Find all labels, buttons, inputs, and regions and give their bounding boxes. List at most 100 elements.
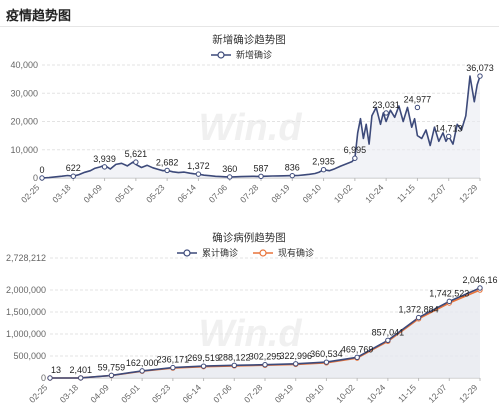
data-point-cumulative [354,354,360,361]
data-point [414,104,421,111]
series-area [42,76,480,178]
y-tick-label: 20,000 [10,117,38,127]
x-tick-label: 10-02 [334,382,357,405]
x-tick-label: 08-19 [269,182,292,205]
data-point-cumulative [231,362,237,369]
x-tick-label: 09-10 [301,182,324,205]
data-label: 469,769 [341,344,374,354]
data-point [320,167,327,173]
y-tick-label: 500,000 [13,351,46,361]
page-header: 疫情趋势图 [0,0,499,27]
data-label: 0 [39,165,44,175]
data-point-cumulative [262,362,268,368]
y-tick-label: 2,728,212 [6,253,46,263]
data-point-cumulative [446,298,452,305]
data-labels: 0 622 3,939 5,621 2,682 1,372 360 587 836 2,935 6,… [39,63,494,181]
legend-label: 现有确诊 [278,247,314,258]
x-tick-label: 12-07 [426,382,449,405]
new-cases-chart: 新增确诊趋势图 新增确诊 Win.d 0 10,000 20,000 30,000 40,00… [0,28,499,228]
x-tick-label: 02-25 [27,382,50,405]
data-point-cumulative [385,337,391,344]
legend-item: 现有确诊 [253,247,314,258]
data-point [352,155,358,161]
data-point [195,171,202,177]
x-tick-label: 05-23 [150,382,173,405]
chart-title: 确诊病例趋势图 [212,231,286,244]
y-tick-label: 10,000 [10,145,38,155]
y-tick-label: 40,000 [10,60,38,70]
new-cases-chart-svg: 新增确诊趋势图新增确诊Win.d010,00020,00030,00040,00… [10,33,494,205]
legend-label: 累计确诊 [202,247,238,258]
new-cases-y-ticks: 0 10,000 20,000 30,000 40,000 [10,60,38,183]
y-tick-label: 0 [41,373,46,383]
data-point [446,133,452,140]
data-label: 302,295 [249,352,282,362]
x-tick-label: 10-02 [332,182,355,205]
data-labels: 13 2,401 59,759 162,000236,171269,519288,12… [47,275,498,381]
y-tick-label: 1,500,000 [6,307,46,317]
x-tick-label: 03-18 [50,182,73,205]
data-label: 162,000 [126,358,159,368]
data-point [477,73,483,79]
data-label: 322,996 [279,351,312,361]
x-tick-label: 07-28 [238,182,261,205]
y-tick-label: 1,000,000 [6,329,46,339]
x-tick-label: 06-14 [181,382,204,405]
data-label: 587 [253,163,268,173]
legend-marker [217,51,225,59]
x-tick-label: 08-19 [273,382,296,405]
x-tick-label: 10-24 [365,382,388,405]
data-point [258,173,264,180]
y-tick-label: 2,000,000 [6,285,46,295]
data-point-cumulative [293,361,299,367]
x-tick-label: 10-24 [363,182,386,205]
data-label: 2,935 [312,157,335,167]
data-label: 360,534 [310,349,343,359]
data-point-cumulative [200,363,207,369]
confirmed-cases-chart: 确诊病例趋势图 累计确诊 现有确诊 Win.d 0 500,000 1,000,000 1,5… [0,228,499,409]
x-tick-label: 12-07 [426,182,449,205]
y-tick-label: 0 [33,173,38,183]
watermark: Win.d [198,107,302,149]
x-tick-label: 03-18 [58,382,81,405]
data-label: 857,041 [372,327,405,337]
data-point [101,164,108,170]
page-title: 疫情趋势图 [6,8,72,23]
x-tick-label: 05-01 [113,182,136,205]
data-point [39,175,45,181]
data-label: 236,171 [157,355,190,365]
data-point [289,172,295,179]
data-label: 2,401 [69,365,92,375]
data-label: 269,519 [187,353,220,363]
x-tick-label: 04-09 [82,182,105,205]
confirmed-x-ticks: 02-25 03-18 04-09 05-01 05-23 06-14 07-06 07-28… [27,378,481,405]
x-tick-label: 05-23 [144,182,167,205]
x-tick-label: 07-28 [242,382,265,405]
data-label: 14,713 [435,123,463,133]
data-label: 2,682 [156,157,179,167]
data-label: 59,759 [98,362,126,372]
data-label: 24,977 [404,94,432,104]
data-label: 13 [51,365,61,375]
x-tick-label: 07-06 [207,182,230,205]
data-point-cumulative [477,285,483,291]
x-tick-label: 12-29 [457,182,480,205]
data-label: 6,995 [344,145,367,155]
data-point-cumulative [139,368,145,374]
legend: 新增确诊 [211,49,272,60]
data-label: 288,122 [218,352,251,362]
data-point-cumulative [108,372,115,379]
legend: 累计确诊 现有确诊 [177,247,314,258]
legend-label: 新增确诊 [236,49,272,60]
x-tick-label: 11-15 [395,182,417,204]
data-label: 23,031 [372,100,400,110]
x-tick-label: 12-29 [457,382,480,405]
x-tick-label: 11-15 [396,382,418,404]
data-point-cumulative [170,364,176,371]
data-label: 36,073 [466,63,494,73]
data-point [164,167,170,174]
data-label: 622 [66,163,81,173]
data-point [70,173,76,179]
data-point [227,174,233,180]
data-point [133,159,139,165]
